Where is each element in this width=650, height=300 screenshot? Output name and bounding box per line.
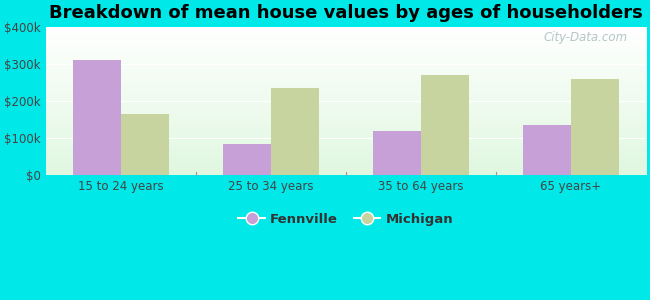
Bar: [421, 75, 469, 176]
Text: City-Data.com: City-Data.com: [543, 31, 628, 44]
Bar: [372, 131, 421, 176]
Legend: Fennville, Michigan: Fennville, Michigan: [233, 208, 458, 231]
Bar: [523, 125, 571, 176]
Bar: [73, 60, 121, 176]
Bar: [223, 144, 270, 175]
Bar: [270, 88, 318, 176]
Bar: [571, 80, 619, 176]
Bar: [121, 114, 169, 176]
Title: Breakdown of mean house values by ages of householders: Breakdown of mean house values by ages o…: [49, 4, 643, 22]
